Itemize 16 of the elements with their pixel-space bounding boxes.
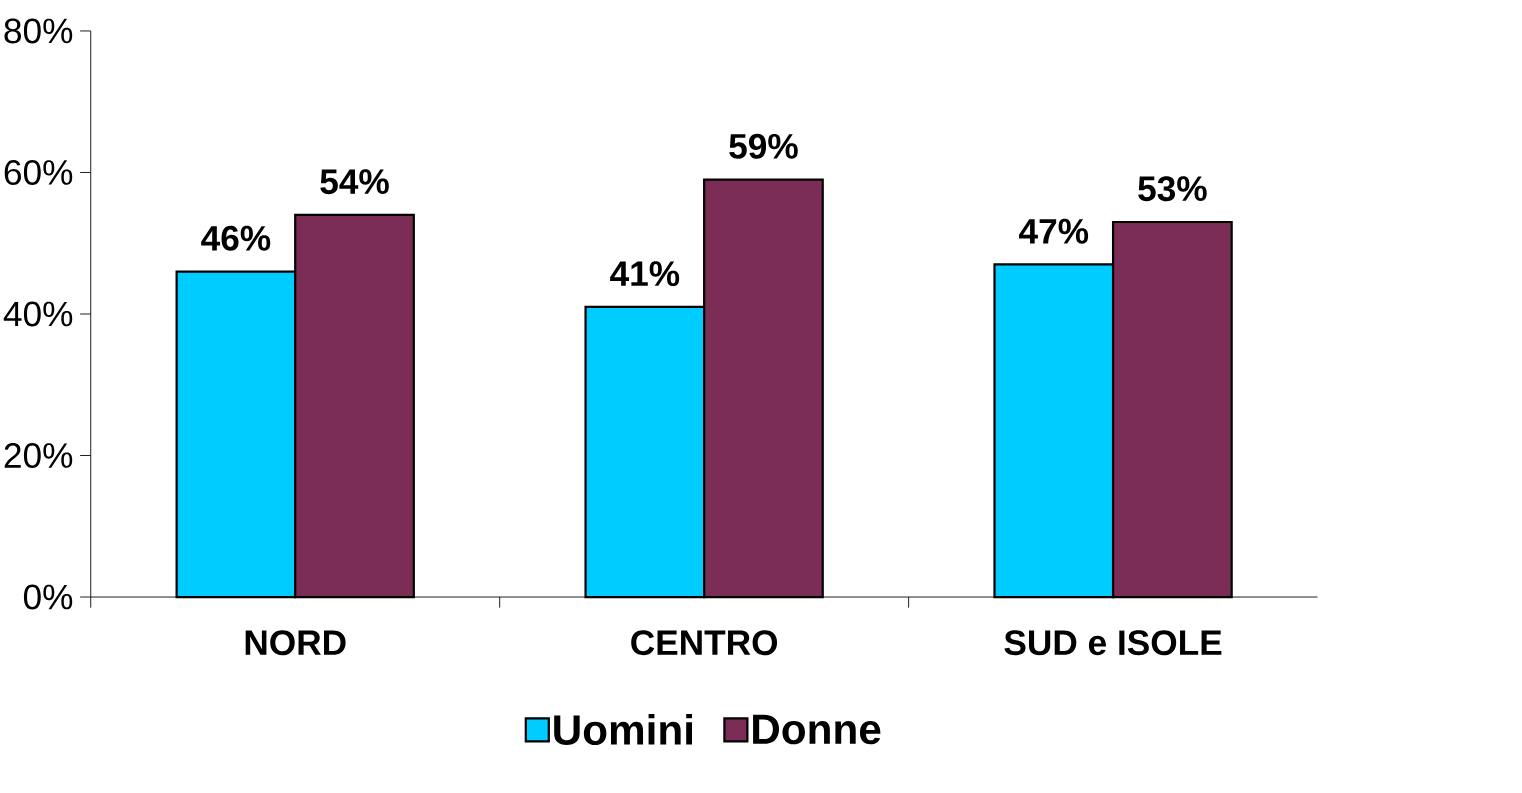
x-tick-label: NORD [245,630,346,656]
x-tick-label: SUD e ISOLE [1004,630,1222,656]
data-label: 41% [610,261,680,287]
y-tick-label: 60% [4,160,73,186]
data-label: 46% [201,226,271,251]
y-tick-label: 40% [3,301,73,327]
data-label: 59% [729,134,798,159]
x-tick-label: CENTRO [631,630,778,656]
y-tick-label: 0% [23,584,73,610]
data-label: 47% [1019,219,1089,244]
legend-label: Donne [753,714,881,745]
data-label: 53% [1138,176,1207,202]
y-tick-label: 20% [4,443,73,469]
data-label: 54% [320,169,389,195]
y-tick-label: 80% [4,18,73,44]
legend-label: Uomini [554,714,693,746]
